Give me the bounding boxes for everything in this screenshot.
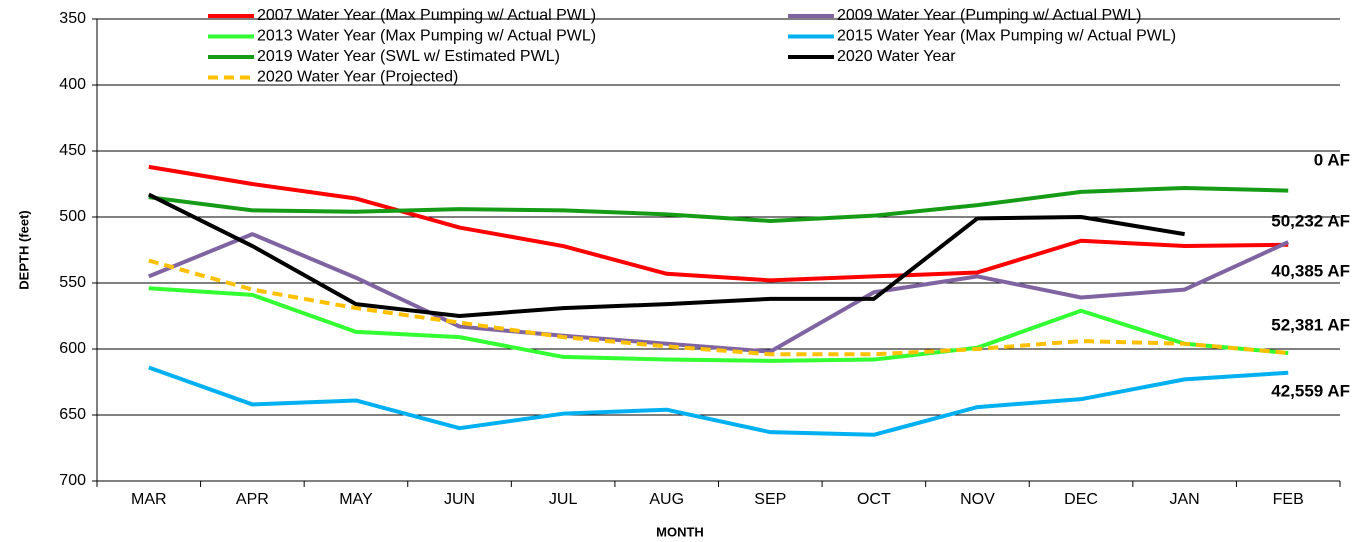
y-tick-label: 350 <box>59 10 86 27</box>
x-tick-label: JUN <box>444 491 475 508</box>
legend-label: 2015 Water Year (Max Pumping w/ Actual P… <box>837 28 1176 45</box>
y-tick-label: 500 <box>59 208 86 225</box>
y-axis-title: DEPTH (feet) <box>16 210 31 289</box>
x-tick-label: FEB <box>1273 491 1304 508</box>
x-tick-label: JUL <box>549 491 578 508</box>
legend-label: 2020 Water Year (Projected) <box>257 69 458 86</box>
series-line <box>148 185 1289 223</box>
annotation: 50,232 AF <box>1271 211 1350 230</box>
legend-label: 2020 Water Year <box>837 48 956 65</box>
x-tick-label: MAR <box>131 491 167 508</box>
y-tick-label: 550 <box>59 274 86 291</box>
legend-label: 2009 Water Year (Pumping w/ Actual PWL) <box>837 7 1141 24</box>
x-tick-label: SEP <box>754 491 786 508</box>
series-line <box>148 164 1289 283</box>
annotation: 0 AF <box>1314 150 1350 169</box>
y-tick-label: 700 <box>59 472 86 489</box>
x-tick-label: DEC <box>1064 491 1098 508</box>
y-tick-label: 400 <box>59 76 86 93</box>
series-line <box>148 286 1289 363</box>
series-line <box>148 232 1290 354</box>
x-tick-label: NOV <box>960 491 995 508</box>
x-tick-label: AUG <box>649 491 684 508</box>
x-tick-label: OCT <box>857 491 891 508</box>
series-line <box>148 365 1289 437</box>
x-axis-title: MONTH <box>656 524 704 539</box>
y-tick-label: 650 <box>59 406 86 423</box>
legend-label: 2007 Water Year (Max Pumping w/ Actual P… <box>257 7 596 24</box>
y-tick-label: 450 <box>59 142 86 159</box>
y-tick-label: 600 <box>59 340 86 357</box>
series-line <box>147 192 1185 318</box>
legend-label: 2019 Water Year (SWL w/ Estimated PWL) <box>257 48 560 65</box>
annotation: 40,385 AF <box>1271 261 1350 280</box>
x-tick-label: JAN <box>1170 491 1200 508</box>
annotation: 42,559 AF <box>1271 381 1350 400</box>
series-line <box>148 258 1289 357</box>
x-tick-label: MAY <box>339 491 373 508</box>
x-tick-label: APR <box>236 491 269 508</box>
annotation: 52,381 AF <box>1271 315 1350 334</box>
legend-label: 2013 Water Year (Max Pumping w/ Actual P… <box>257 28 596 45</box>
